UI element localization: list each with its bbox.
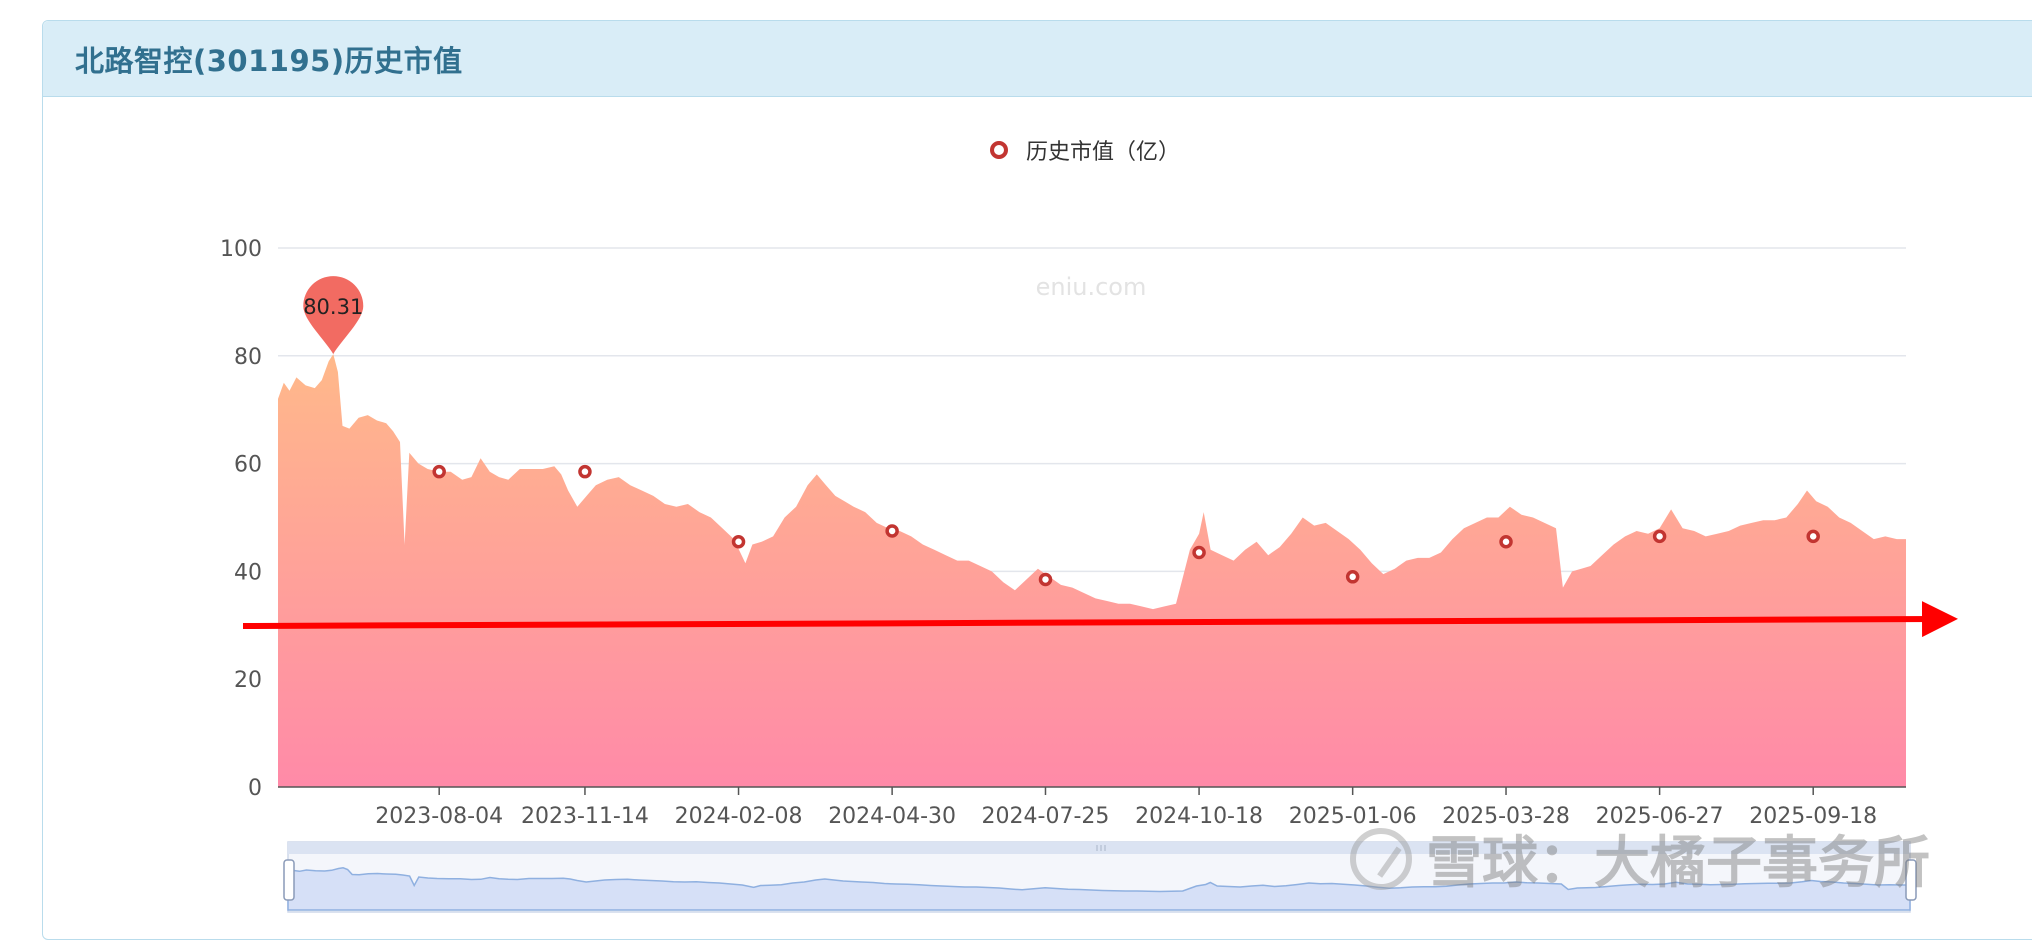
x-tick-label: 2025-09-18: [1749, 804, 1877, 829]
x-tick-label: 2023-11-14: [521, 804, 649, 829]
max-value-pin: 80.31: [303, 276, 364, 355]
data-point-marker[interactable]: [1038, 572, 1053, 587]
data-point-marker[interactable]: [1499, 535, 1513, 549]
y-tick-label: 80: [234, 345, 262, 370]
legend-circle-icon: [990, 141, 1008, 159]
y-tick-label: 100: [220, 237, 262, 262]
x-tick-label: 2024-04-30: [828, 804, 956, 829]
slider-move-bar[interactable]: [288, 842, 1910, 854]
axes: 0 20 40 60 80 100 2023-08-04 2023-11-14 2024-02-…: [220, 237, 1906, 829]
data-point-marker[interactable]: [1652, 529, 1667, 544]
area-series: [278, 354, 1906, 787]
data-point-marker[interactable]: [432, 464, 446, 479]
x-tick-label: 2025-03-28: [1442, 804, 1570, 829]
panel-header: 北路智控(301195)历史市值: [43, 21, 2032, 97]
y-tick-label: 40: [234, 560, 262, 585]
slider-handle[interactable]: [1905, 859, 1917, 901]
red-arrow-annotation: [242, 601, 1958, 638]
data-markers: [432, 464, 1820, 587]
x-tick-label: 2023-08-04: [375, 804, 503, 829]
legend-item[interactable]: 历史市值（亿）: [990, 134, 1180, 166]
page-title: 北路智控(301195)历史市值: [75, 43, 463, 78]
y-tick-label: 0: [248, 776, 262, 801]
data-point-marker[interactable]: [1345, 570, 1360, 584]
data-point-marker[interactable]: [578, 464, 592, 479]
data-point-marker[interactable]: [885, 524, 899, 538]
y-tick-label: 20: [234, 668, 262, 693]
max-pin-shape: [303, 276, 364, 355]
x-tick-label: 2024-07-25: [982, 804, 1110, 829]
x-tick-label: 2025-06-27: [1596, 804, 1724, 829]
y-tick-label: 60: [234, 453, 262, 478]
data-zoom-slider[interactable]: [283, 841, 1917, 913]
data-point-marker[interactable]: [1192, 545, 1206, 560]
slider-preview: [287, 867, 1911, 911]
market-cap-area: [278, 354, 1906, 787]
data-point-marker[interactable]: [731, 535, 746, 549]
x-tick-label: 2024-10-18: [1135, 804, 1263, 829]
legend-label: 历史市值（亿）: [1026, 140, 1181, 165]
x-tick-label: 2025-01-06: [1289, 804, 1417, 829]
slider-handle[interactable]: [283, 859, 295, 901]
data-point-marker[interactable]: [1806, 529, 1820, 544]
site-watermark: eniu.com: [1036, 273, 1147, 301]
market-cap-chart: 0 20 40 60 80 100 2023-08-04 2023-11-14 2024-02-…: [220, 237, 1958, 913]
x-tick-label: 2024-02-08: [675, 804, 803, 829]
max-pin-label: 80.31: [303, 295, 363, 319]
